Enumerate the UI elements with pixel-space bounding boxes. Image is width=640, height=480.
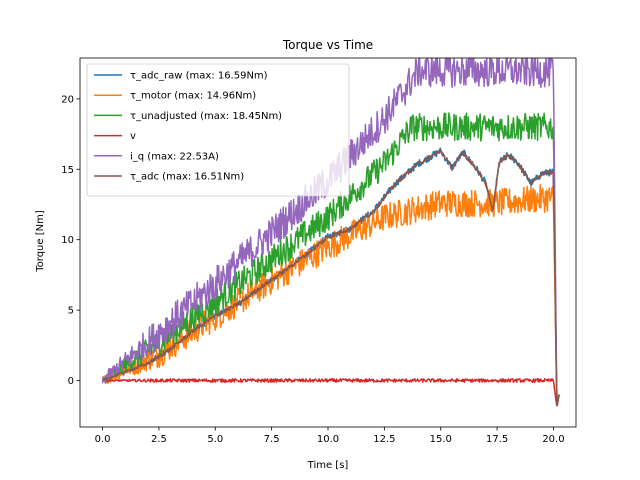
- chart-title: Torque vs Time: [282, 38, 373, 52]
- y-axis-label: Torque [Nm]: [35, 210, 46, 273]
- x-tick-label: 10.0: [317, 434, 339, 445]
- y-tick-label: 20: [61, 94, 74, 105]
- x-tick-label: 20.0: [542, 434, 564, 445]
- x-tick-label: 0.0: [95, 434, 111, 445]
- legend-label: τ_adc_raw (max: 16.59Nm): [130, 71, 268, 82]
- series-line-5: [101, 149, 560, 407]
- x-tick-label: 17.5: [486, 434, 508, 445]
- axes-layer: 0.0 2.5 5.0 7.5 10.0 12.5 15.0 17.5 20.0 0 5 10 15 20: [61, 57, 577, 445]
- series-line-1: [101, 183, 560, 407]
- legend-label: τ_unadjusted (max: 18.45Nm): [130, 111, 282, 122]
- x-axis-label: Time [s]: [307, 460, 349, 471]
- y-tick-label: 10: [61, 235, 74, 246]
- x-tick-label: 12.5: [373, 434, 395, 445]
- y-tick-label: 15: [61, 165, 74, 176]
- y-tick-label: 0: [68, 376, 74, 387]
- legend-box: [86, 63, 350, 197]
- legend-label: i_q (max: 22.53A): [130, 151, 219, 162]
- x-tick-label: 7.5: [264, 434, 280, 445]
- legend-label: τ_motor (max: 14.96Nm): [130, 91, 256, 102]
- x-tick-label: 5.0: [207, 434, 223, 445]
- series-line-2: [101, 112, 560, 407]
- series-line-3: [101, 378, 560, 407]
- legend: τ_adc_raw (max: 16.59Nm) τ_motor (max: 14…: [86, 63, 350, 197]
- series-layer: [101, 58, 560, 407]
- x-tick-label: 2.5: [151, 434, 167, 445]
- legend-label: v: [130, 131, 136, 142]
- legend-label: τ_adc (max: 16.51Nm): [130, 172, 244, 183]
- x-tick-label: 15.0: [430, 434, 452, 445]
- y-tick-label: 5: [68, 306, 74, 317]
